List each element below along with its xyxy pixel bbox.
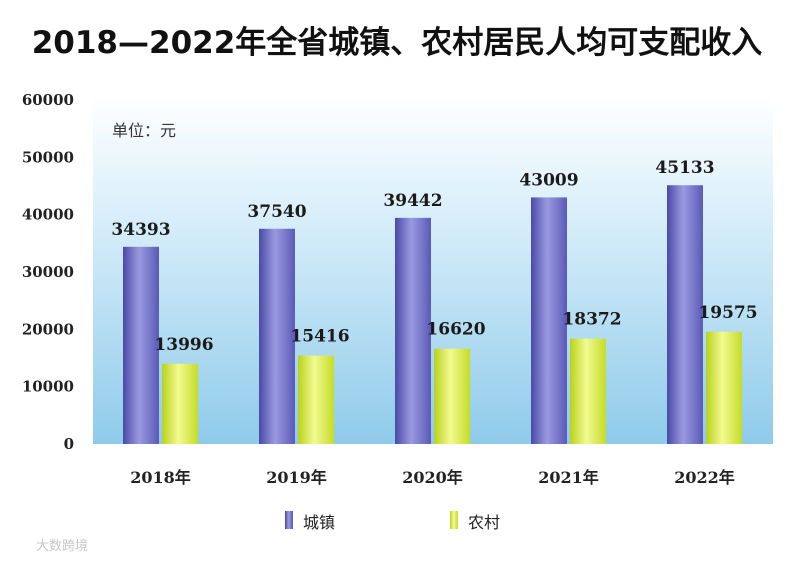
bar-urban	[123, 246, 159, 444]
y-tick-label: 10000	[22, 378, 74, 396]
x-tick-label: 2022年	[674, 468, 735, 487]
value-label-rural: 13996	[154, 335, 213, 355]
y-tick-label: 0	[64, 435, 74, 453]
legend-label-rural: 农村	[468, 513, 500, 532]
bar-rural	[706, 331, 742, 444]
value-label-urban: 45133	[655, 158, 714, 178]
bar-urban	[531, 197, 567, 444]
bars	[123, 185, 742, 444]
y-tick-label: 50000	[22, 148, 74, 166]
y-tick-label: 60000	[22, 91, 74, 109]
value-label-urban: 34393	[111, 220, 170, 240]
bar-rural	[162, 363, 198, 444]
x-axis: 2018年 2019年 2020年 2021年 2022年	[130, 468, 735, 487]
value-labels: 34393 13996 37540 15416 39442 16620 43009 18372…	[111, 158, 757, 355]
bar-rural	[298, 355, 334, 444]
legend-label-urban: 城镇	[303, 513, 335, 532]
bar-urban	[395, 217, 431, 444]
bar-urban	[259, 228, 295, 444]
x-tick-label: 2020年	[402, 468, 463, 487]
value-label-urban: 39442	[383, 191, 442, 211]
legend-swatch-rural	[450, 511, 458, 529]
legend: 城镇 农村	[285, 511, 500, 532]
value-label-rural: 19575	[698, 303, 757, 323]
value-label-rural: 18372	[562, 310, 621, 330]
x-tick-label: 2021年	[538, 468, 599, 487]
x-tick-label: 2018年	[130, 468, 191, 487]
y-tick-label: 40000	[22, 206, 74, 224]
watermark-text: 大数跨境	[36, 539, 88, 554]
plot-background	[93, 96, 773, 444]
value-label-rural: 16620	[426, 320, 485, 340]
value-label-urban: 43009	[519, 170, 578, 190]
value-label-urban: 37540	[247, 202, 306, 222]
x-tick-label: 2019年	[266, 468, 327, 487]
bar-rural	[570, 338, 606, 444]
value-label-rural: 15416	[290, 327, 349, 347]
unit-label: 单位：元	[112, 121, 176, 140]
legend-swatch-urban	[285, 511, 293, 529]
y-tick-label: 30000	[22, 263, 74, 281]
bar-urban	[667, 185, 703, 444]
bar-rural	[434, 348, 470, 444]
y-tick-label: 20000	[22, 320, 74, 338]
chart-title: 2018—2022年全省城镇、农村居民人均可支配收入	[32, 25, 763, 61]
y-axis: 0 10000 20000 30000 40000 50000 60000	[22, 91, 74, 453]
